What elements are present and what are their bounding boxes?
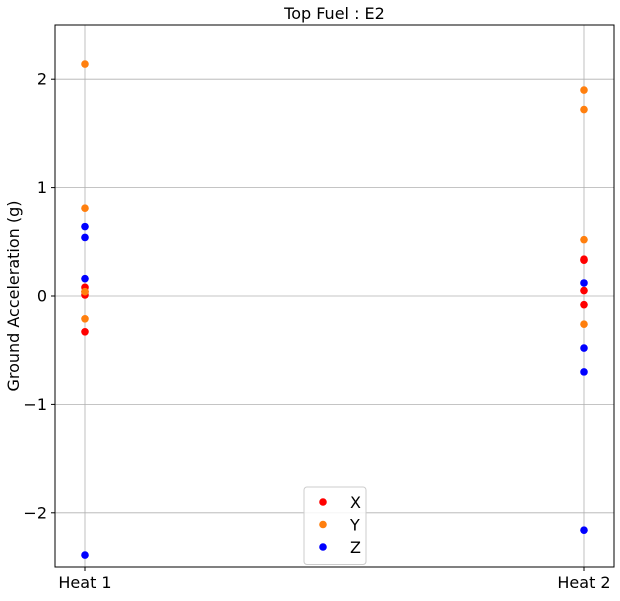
legend-box <box>303 486 367 565</box>
data-point-z <box>81 274 89 283</box>
grid-layer <box>55 25 614 567</box>
legend-label-y: Y <box>349 516 360 535</box>
ticks-layer: −2 −1 0 1 2 Heat 1 Heat 2 <box>23 70 610 592</box>
y-tick-label: 2 <box>37 70 47 89</box>
legend-label-z: Z <box>350 538 361 557</box>
y-tick-label: 1 <box>37 178 47 197</box>
y-axis-label: Ground Acceleration (g) <box>4 200 23 391</box>
legend-marker-x <box>319 498 327 506</box>
data-point-y <box>580 105 588 114</box>
data-point-x <box>580 256 588 265</box>
data-point-z <box>580 279 588 287</box>
legend-label-x: X <box>350 493 361 512</box>
y-tick-label: −1 <box>23 395 47 414</box>
data-point-y <box>580 320 588 328</box>
x-tick-label: Heat 1 <box>58 573 111 592</box>
data-point-y <box>580 235 588 244</box>
legend: XYZ <box>303 486 367 565</box>
data-point-x <box>580 300 588 309</box>
y-tick-label: 0 <box>37 287 47 306</box>
data-point-y <box>580 86 588 94</box>
data-point-z <box>81 222 89 231</box>
data-point-y <box>81 314 89 323</box>
data-point-z <box>81 551 89 559</box>
data-point-y <box>81 204 89 212</box>
data-point-x <box>580 286 588 295</box>
y-tick-label: −2 <box>23 503 47 522</box>
legend-marker-y <box>319 520 327 529</box>
legend-items: XYZ <box>319 493 361 557</box>
data-point-z <box>580 368 588 376</box>
chart-title: Top Fuel : E2 <box>283 4 385 23</box>
legend-marker-z <box>319 543 327 551</box>
data-point-z <box>580 526 588 534</box>
data-point-z <box>580 344 588 352</box>
data-point-y <box>81 287 89 296</box>
data-point-z <box>81 233 89 242</box>
data-point-x <box>81 327 89 336</box>
data-point-y <box>81 60 89 68</box>
points-layer <box>81 60 588 559</box>
x-tick-label: Heat 2 <box>557 573 610 592</box>
